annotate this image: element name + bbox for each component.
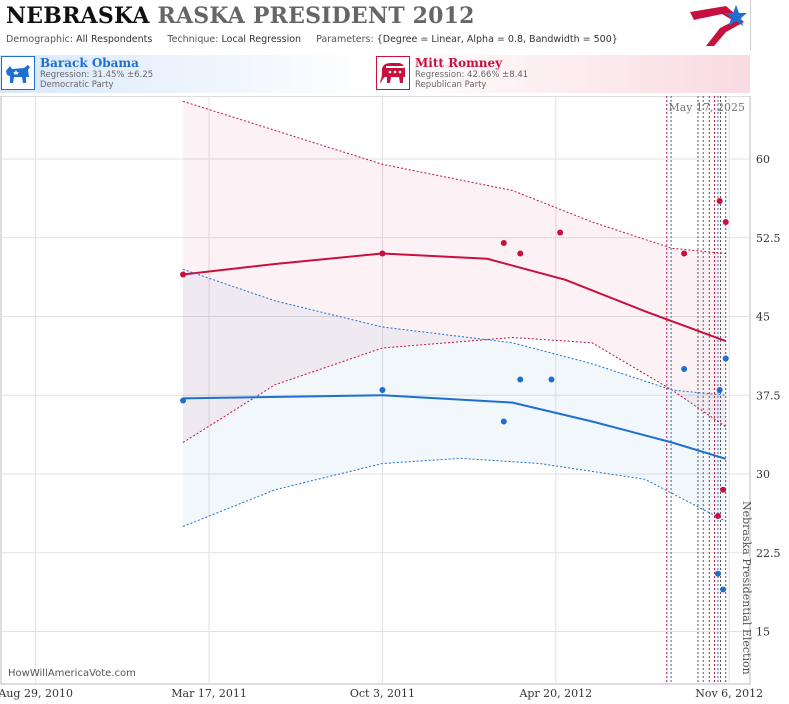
donkey-icon <box>1 56 35 90</box>
candidate-legend: Barack Obama Regression: 31.45% ±6.25 De… <box>0 55 750 93</box>
obama-poll-point-2 <box>500 418 507 425</box>
site-logo-icon <box>690 5 747 46</box>
obama-poll-point-5 <box>681 366 688 372</box>
romney-poll-point-4 <box>557 229 564 236</box>
chart-header: NEBRASKA RASKA PRESIDENT 2012 Demographi… <box>0 0 751 50</box>
regression-chart: 15 22.5 30 37.5 45 52.5 60 Aug 29, 2010 Mar 17, … <box>0 96 781 700</box>
x-tick-label-3: Apr 20, 2012 <box>518 687 592 700</box>
x-tick-label-4: Nov 6, 2012 <box>695 687 763 700</box>
y-tick-label-6: 60 <box>756 153 770 166</box>
demographic-label: Demographic: <box>6 34 74 45</box>
obama-party: Democratic Party <box>40 80 114 90</box>
y-tick-label-1: 22.5 <box>756 547 781 560</box>
y-tick-label-3: 37.5 <box>756 389 781 402</box>
legend-obama: Barack Obama Regression: 31.45% ±6.25 De… <box>0 55 375 93</box>
technique-label: Technique: <box>167 34 219 45</box>
romney-poll-point-7 <box>716 198 723 204</box>
obama-poll-point-7 <box>716 387 723 393</box>
obama-confidence-band <box>183 269 726 527</box>
page-title: NEBRASKA RASKA PRESIDENT 2012 <box>6 3 475 29</box>
y-tick-label-2: 30 <box>756 468 770 481</box>
romney-poll-point-0 <box>180 271 187 278</box>
romney-poll-point-3 <box>517 250 524 257</box>
romney-poll-point-8 <box>720 486 727 493</box>
title-state: NEBRASKA <box>6 3 150 29</box>
y-tick-label-0: 15 <box>756 626 770 639</box>
site-credit: HowWillAmericaVote.com <box>8 668 136 679</box>
parameters-line: Demographic: All Respondents Technique: … <box>6 34 618 45</box>
date-annotation: May 17, 2025 <box>668 101 745 114</box>
romney-poll-point-2 <box>500 240 507 246</box>
obama-poll-point-1 <box>379 387 386 393</box>
elephant-icon <box>376 56 410 90</box>
obama-regression: Regression: 31.45% ±6.25 <box>40 70 154 80</box>
y-tick-label-5: 52.5 <box>756 232 781 245</box>
obama-poll-point-4 <box>548 376 555 383</box>
title-race: RASKA PRESIDENT 2012 <box>157 3 475 29</box>
x-tick-label-2: Oct 3, 2011 <box>350 687 415 700</box>
romney-regression: Regression: 42.66% ±8.41 <box>415 70 529 80</box>
romney-upper-bound <box>182 100 726 254</box>
obama-name: Barack Obama <box>40 56 139 70</box>
x-tick-label-0: Aug 29, 2010 <box>0 687 73 700</box>
obama-upper-bound <box>182 268 726 396</box>
obama-poll-point-9 <box>722 355 729 362</box>
romney-name: Mitt Romney <box>415 56 503 70</box>
obama-poll-point-8 <box>720 586 727 593</box>
parameters-value: {Degree = Linear, Alpha = 0.8, Bandwidth… <box>376 34 618 45</box>
romney-confidence-band <box>183 101 726 443</box>
romney-poll-point-5 <box>681 250 688 257</box>
plot-area <box>0 96 751 685</box>
technique-value: Local Regression <box>221 34 302 45</box>
x-tick-label-1: Mar 17, 2011 <box>171 687 247 700</box>
romney-poll-point-1 <box>379 250 386 257</box>
romney-party: Republican Party <box>415 80 487 90</box>
obama-trend-line <box>182 394 726 460</box>
parameters-label: Parameters: <box>316 34 374 45</box>
obama-lower-bound <box>182 457 726 527</box>
legend-romney: Mitt Romney Regression: 42.66% ±8.41 Rep… <box>375 55 750 93</box>
demographic-value: All Respondents <box>76 34 153 45</box>
y-tick-label-4: 45 <box>756 311 770 324</box>
obama-poll-point-6 <box>714 570 721 577</box>
romney-trend-line <box>182 252 727 343</box>
obama-poll-point-0 <box>180 397 187 404</box>
romney-poll-point-9 <box>722 219 729 225</box>
election-label: Nebraska Presidential Election <box>740 501 753 675</box>
obama-poll-point-3 <box>517 376 524 383</box>
